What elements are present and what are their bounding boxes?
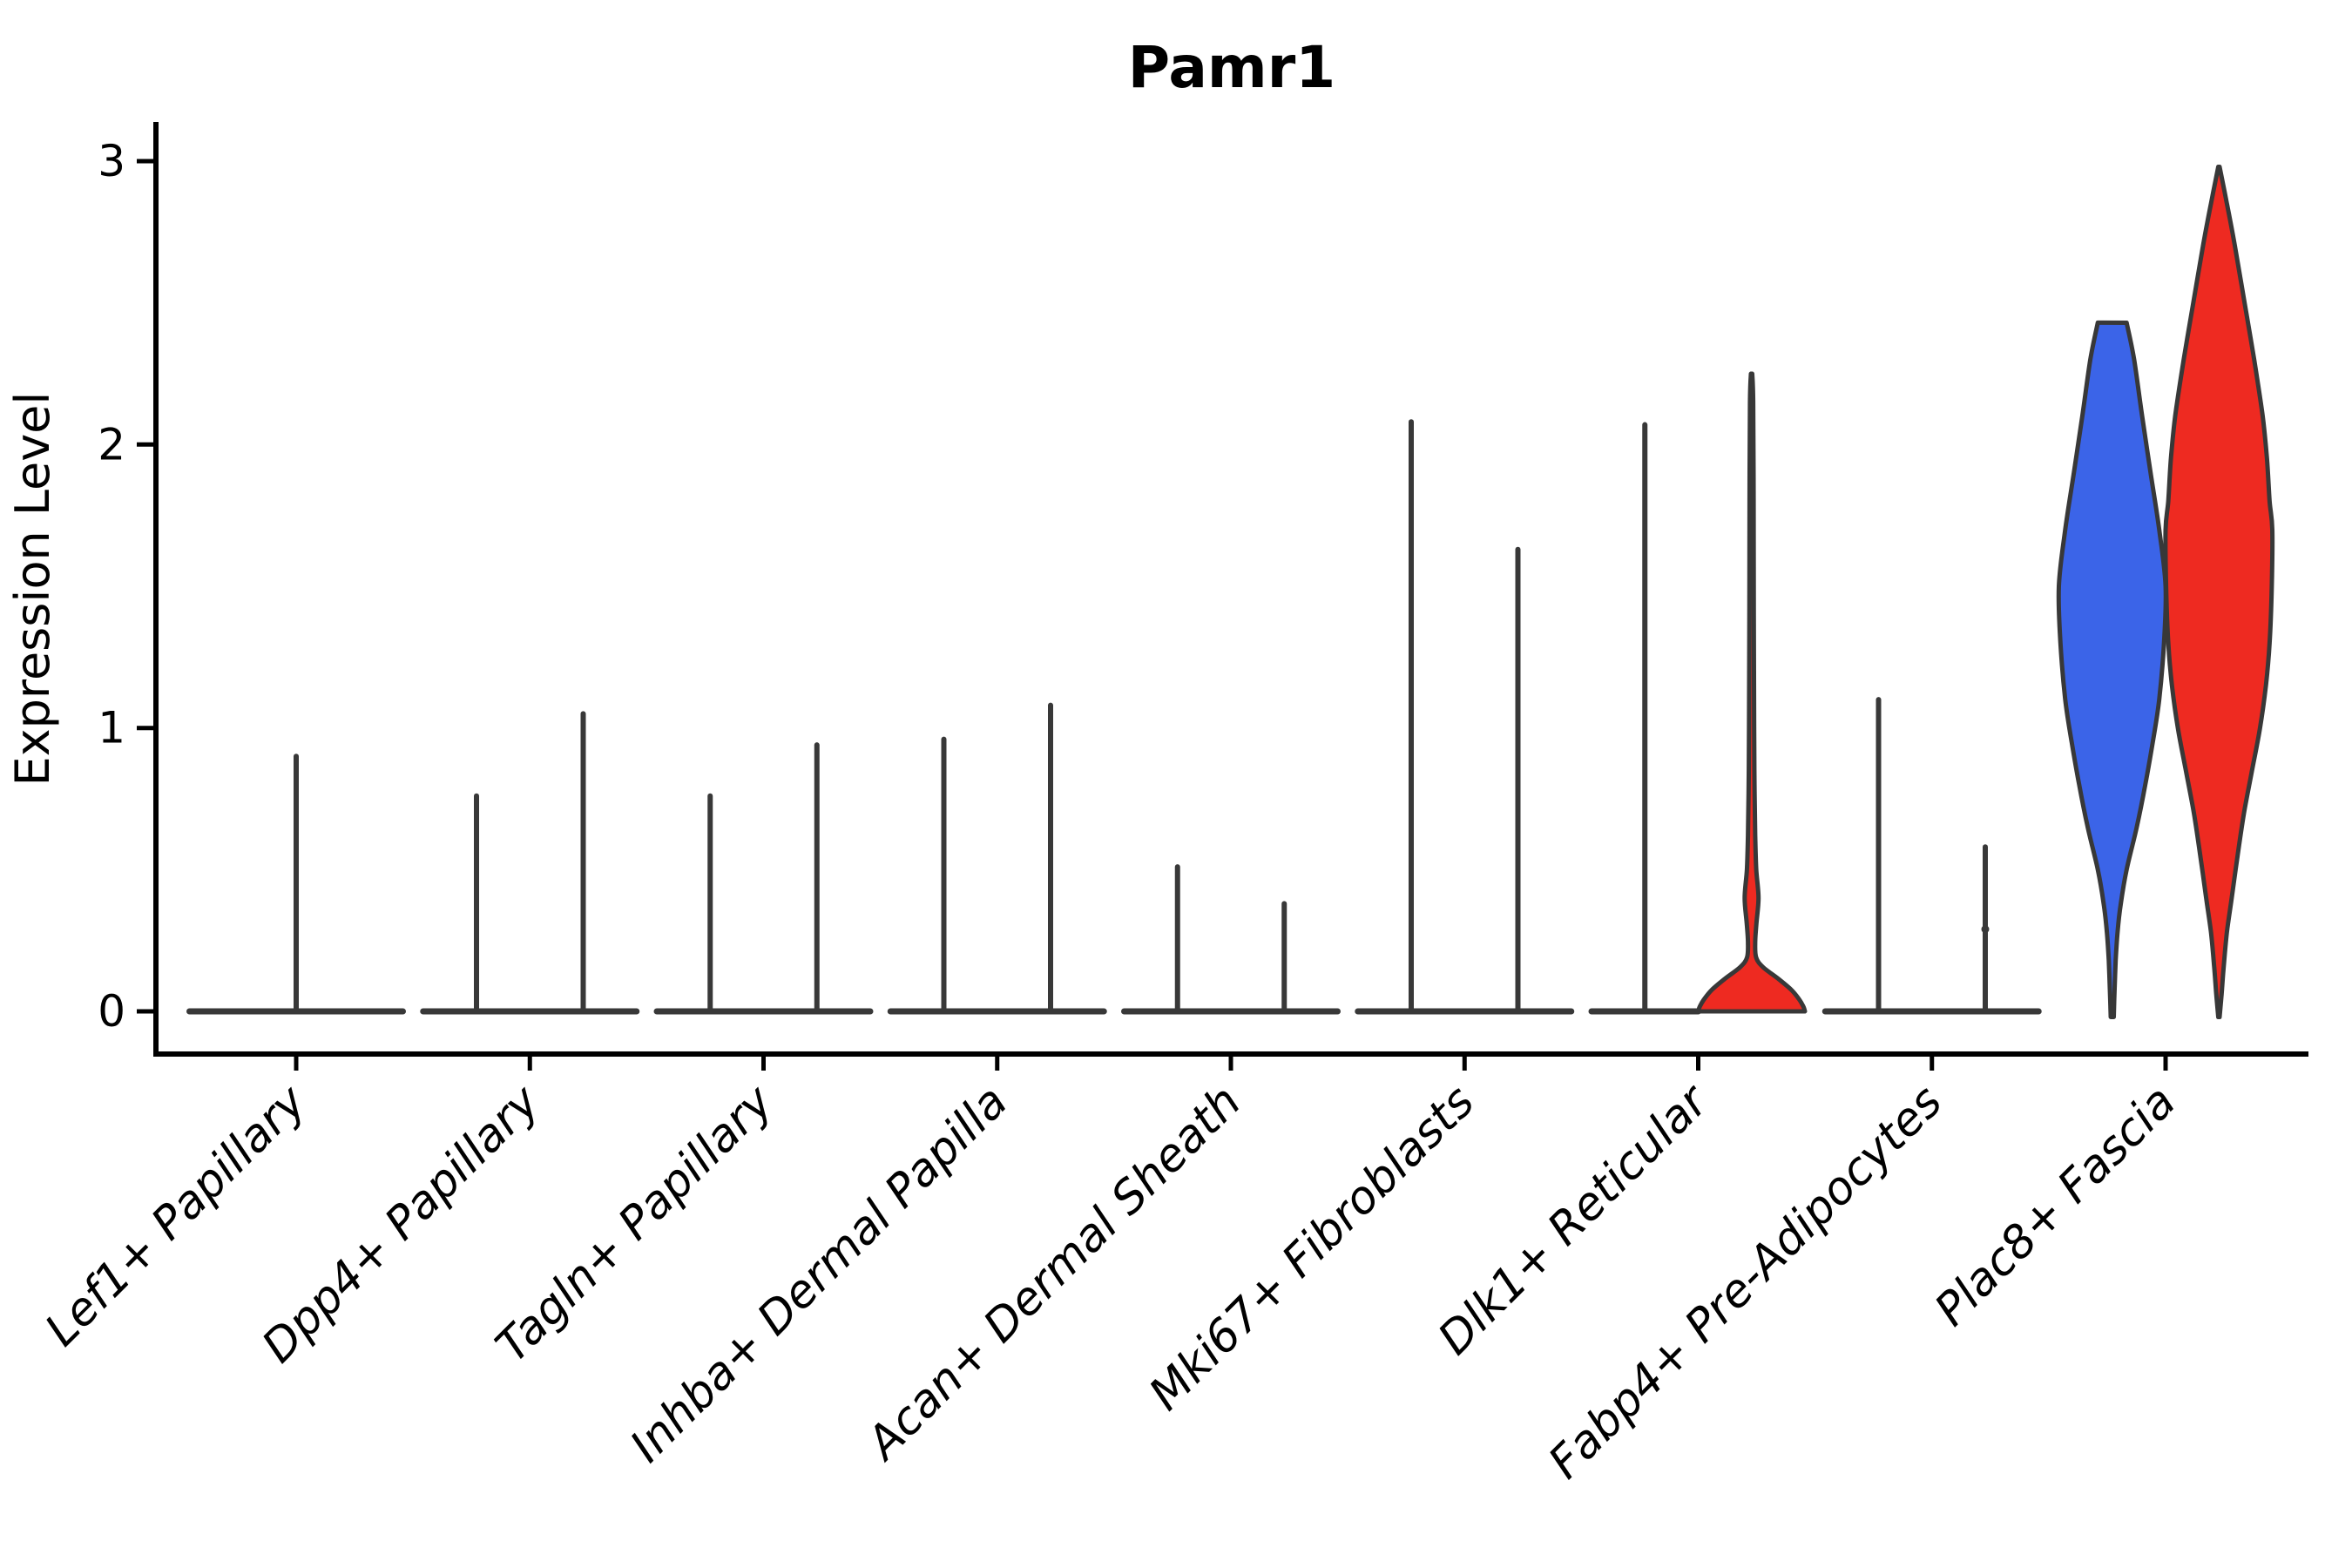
y-tick-label-2: 2: [98, 419, 125, 470]
x-label-plac8-fascia: Plac8+ Fascia: [1925, 1076, 2186, 1336]
y-axis-ticks: 0 1 2 3: [98, 136, 154, 1037]
y-tick-label-3: 3: [98, 136, 125, 186]
violin-spike-knot: [1981, 925, 1990, 934]
x-label-fabp4-pre-adipocytes: Fabp4+ Pre-Adipocytes: [1539, 1076, 1953, 1490]
x-axis-labels: Lef1+ Papillary Dpp4+ Papillary Tagln+ P…: [36, 1073, 2186, 1489]
violin-red: [1696, 371, 1808, 1014]
violin-red: [2163, 165, 2275, 1020]
chart-title: Pamr1: [1128, 34, 1335, 101]
y-tick-label-1: 1: [98, 703, 125, 754]
x-label-acan-dermal-sheath: Acan+ Dermal Sheath: [855, 1076, 1251, 1471]
violin-blue: [2056, 320, 2168, 1020]
x-axis-ticks: [294, 1054, 2168, 1071]
y-axis-label: Expression Level: [5, 392, 60, 787]
violin-series: [186, 165, 2275, 1020]
x-label-inhba-dermal-papilla: Inhba+ Dermal Papilla: [620, 1076, 1017, 1473]
y-tick-label-0: 0: [98, 986, 125, 1037]
